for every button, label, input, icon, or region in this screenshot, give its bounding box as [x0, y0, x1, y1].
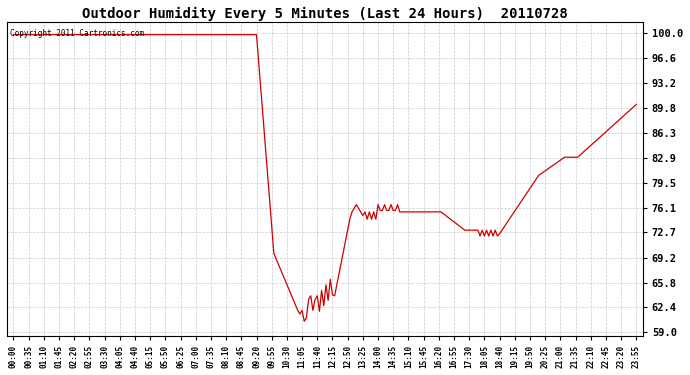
- Title: Outdoor Humidity Every 5 Minutes (Last 24 Hours)  20110728: Outdoor Humidity Every 5 Minutes (Last 2…: [82, 7, 568, 21]
- Text: Copyright 2011 Cartronics.com: Copyright 2011 Cartronics.com: [10, 28, 144, 38]
